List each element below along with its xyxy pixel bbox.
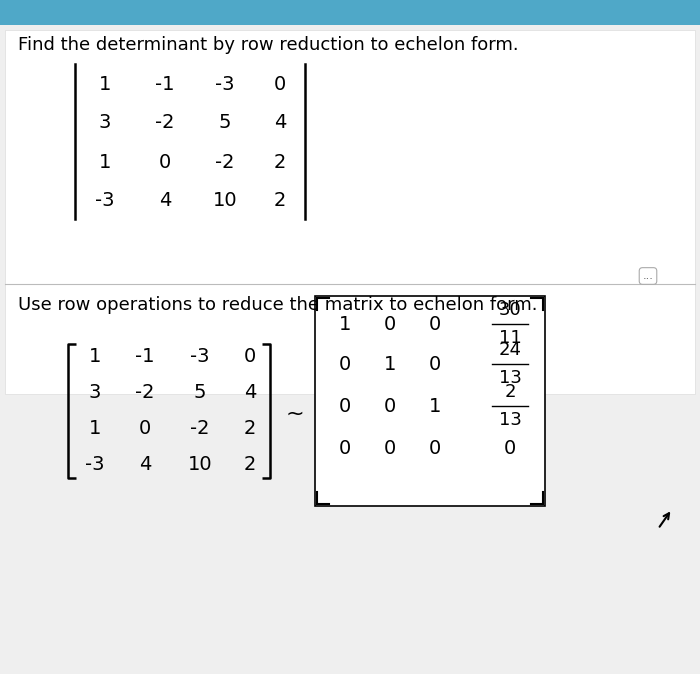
Text: 0: 0 <box>384 315 396 334</box>
Text: 2: 2 <box>244 419 256 437</box>
Text: 24: 24 <box>498 341 522 359</box>
Text: ~: ~ <box>286 404 304 424</box>
Text: -2: -2 <box>190 419 210 437</box>
Text: 0: 0 <box>429 355 441 373</box>
Text: 0: 0 <box>339 396 351 415</box>
Text: 2: 2 <box>504 383 516 401</box>
Text: 1: 1 <box>384 355 396 373</box>
Text: 4: 4 <box>274 113 286 133</box>
Text: 1: 1 <box>339 315 351 334</box>
Text: 0: 0 <box>274 75 286 94</box>
Text: 0: 0 <box>244 346 256 365</box>
Text: 0: 0 <box>384 396 396 415</box>
Text: 10: 10 <box>188 454 212 474</box>
Text: -2: -2 <box>155 113 175 133</box>
Text: 4: 4 <box>244 383 256 402</box>
Text: 1: 1 <box>99 75 111 94</box>
Text: 3: 3 <box>99 113 111 133</box>
Text: 1: 1 <box>89 346 102 365</box>
Bar <box>5 30 695 394</box>
Text: 2: 2 <box>274 191 286 210</box>
Text: -3: -3 <box>190 346 210 365</box>
Text: 13: 13 <box>498 369 522 387</box>
Text: ...: ... <box>643 271 653 281</box>
Text: -3: -3 <box>216 75 234 94</box>
Text: 0: 0 <box>139 419 151 437</box>
Text: 0: 0 <box>339 355 351 373</box>
Text: 0: 0 <box>504 439 516 458</box>
Text: 11: 11 <box>498 329 522 347</box>
Text: 0: 0 <box>429 315 441 334</box>
Text: 4: 4 <box>139 454 151 474</box>
Text: 2: 2 <box>244 454 256 474</box>
Text: 5: 5 <box>194 383 206 402</box>
Text: -3: -3 <box>85 454 105 474</box>
Bar <box>0 0 700 25</box>
Text: Find the determinant by row reduction to echelon form.: Find the determinant by row reduction to… <box>18 36 519 54</box>
Text: 0: 0 <box>159 152 171 171</box>
Text: 0: 0 <box>339 439 351 458</box>
Text: 10: 10 <box>213 191 237 210</box>
Text: 13: 13 <box>498 411 522 429</box>
Text: -1: -1 <box>135 346 155 365</box>
Text: 2: 2 <box>274 152 286 171</box>
Text: 0: 0 <box>429 439 441 458</box>
Text: 4: 4 <box>159 191 172 210</box>
Bar <box>315 296 545 506</box>
Text: 1: 1 <box>429 396 441 415</box>
Text: 30: 30 <box>498 301 522 319</box>
Text: 0: 0 <box>384 439 396 458</box>
Text: Use row operations to reduce the matrix to echelon form.: Use row operations to reduce the matrix … <box>18 296 538 314</box>
Text: 1: 1 <box>89 419 102 437</box>
Text: -2: -2 <box>135 383 155 402</box>
Text: 1: 1 <box>99 152 111 171</box>
Text: -2: -2 <box>216 152 234 171</box>
Text: -3: -3 <box>95 191 115 210</box>
Text: 5: 5 <box>218 113 231 133</box>
Text: -1: -1 <box>155 75 175 94</box>
Text: 3: 3 <box>89 383 102 402</box>
